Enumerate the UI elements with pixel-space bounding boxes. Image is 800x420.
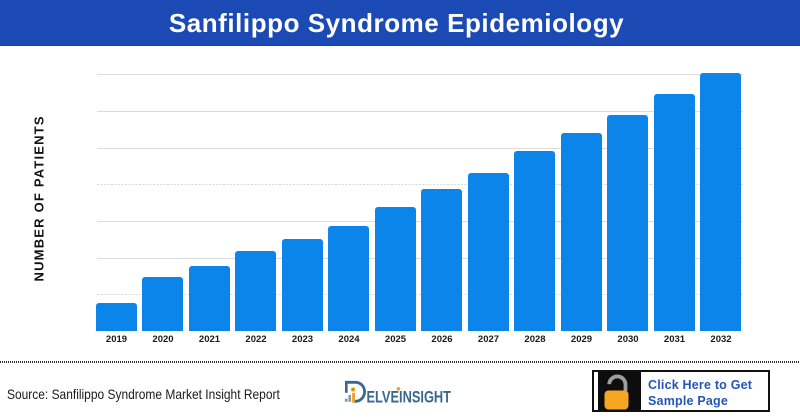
svg-text:ELVEINSIGHT: ELVEINSIGHT (367, 389, 452, 407)
